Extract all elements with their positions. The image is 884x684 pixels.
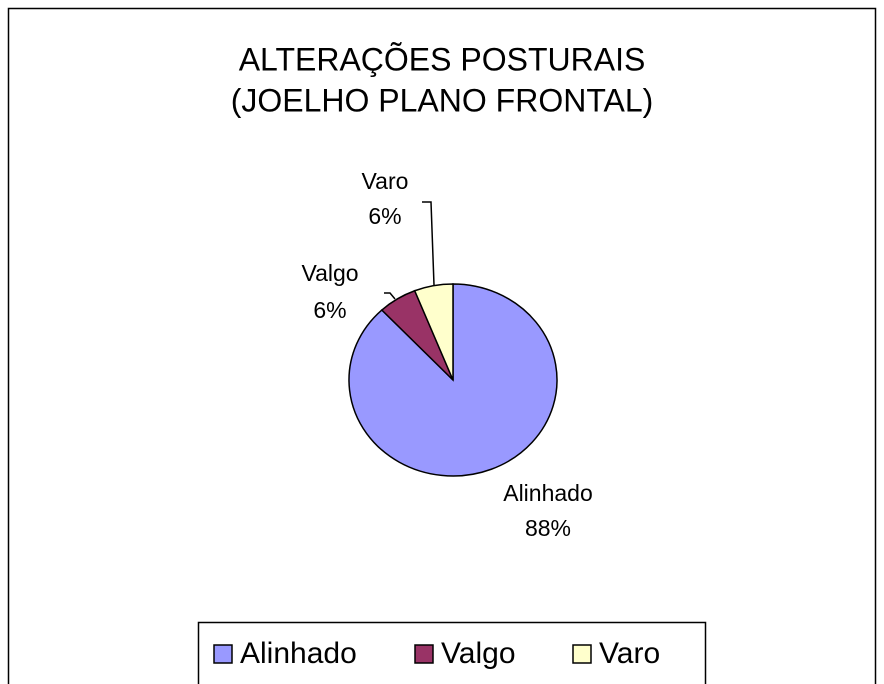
pie-slice — [413, 283, 454, 381]
data-label-value: 88% — [525, 515, 571, 541]
data-label-value: 6% — [368, 203, 401, 229]
leader-line — [422, 201, 435, 286]
legend-label: Varo — [599, 637, 660, 670]
legend-swatch — [572, 644, 592, 664]
legend-label: Alinhado — [240, 637, 357, 670]
data-label-name: Alinhado — [503, 480, 593, 506]
chart-title: (JOELHO PLANO FRONTAL) — [231, 82, 654, 118]
data-label-name: Valgo — [301, 260, 358, 286]
legend-swatch — [414, 644, 434, 664]
legend — [197, 621, 707, 684]
chart-title: ALTERAÇÕES POSTURAIS — [239, 41, 646, 77]
data-label-name: Varo — [362, 168, 409, 194]
data-label-value: 6% — [313, 297, 346, 323]
pie-slice — [348, 283, 558, 477]
leader-line — [384, 292, 396, 300]
legend-label: Valgo — [441, 637, 516, 670]
legend-swatch — [213, 644, 233, 664]
